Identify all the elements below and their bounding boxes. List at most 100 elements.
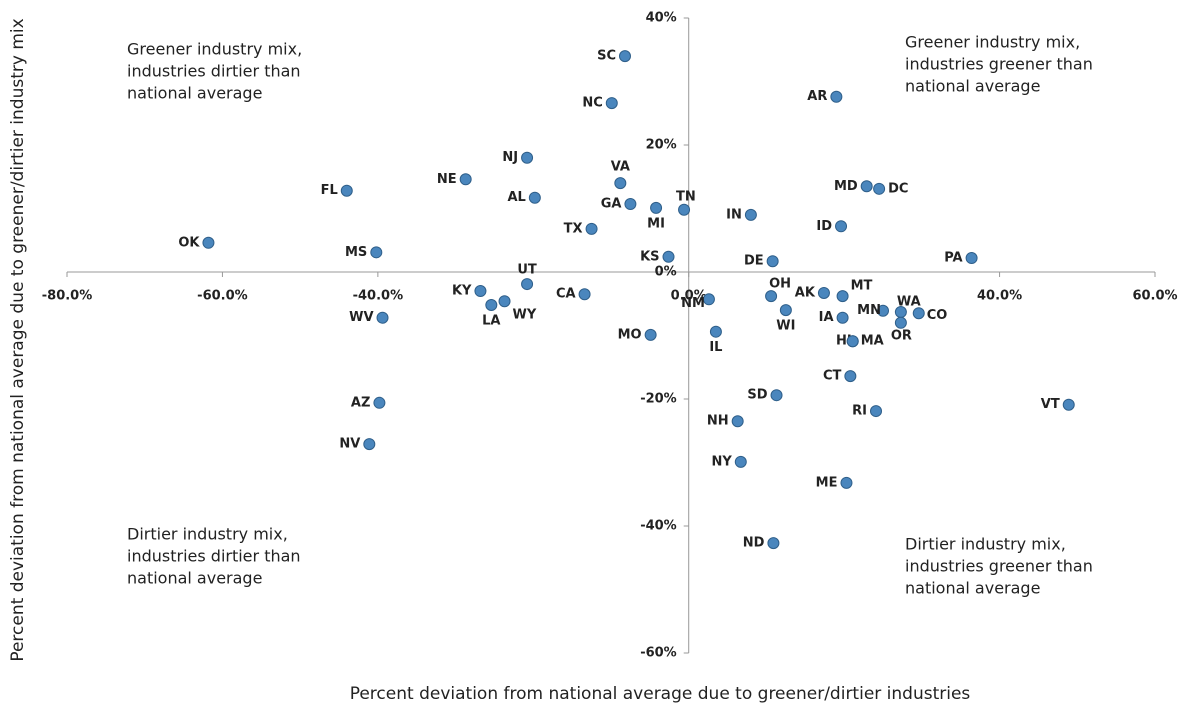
point (860, 180, 873, 193)
point-label: DE (744, 254, 764, 269)
point (521, 278, 534, 291)
point (605, 97, 618, 110)
point-label: WA (897, 295, 921, 310)
point (846, 335, 859, 348)
point-label: AZ (351, 395, 371, 410)
quadrant-note: national average (127, 569, 262, 588)
point (766, 255, 779, 268)
x-axis-label: Percent deviation from national average … (350, 684, 971, 704)
point (485, 299, 498, 312)
x-tick-label: 40.0% (977, 289, 1022, 304)
quadrant-note: Greener industry mix, (127, 40, 302, 59)
point (624, 198, 637, 211)
point (873, 182, 886, 195)
point-label: WI (776, 319, 795, 334)
quadrant-note: industries greener than (905, 55, 1093, 74)
point (731, 415, 744, 428)
point-label: FL (321, 183, 338, 198)
point-label: WV (349, 310, 373, 325)
point (779, 304, 792, 317)
point (678, 203, 691, 216)
point (702, 293, 715, 306)
quadrant-note: industries greener than (905, 557, 1093, 576)
point (1062, 398, 1075, 411)
point (870, 405, 883, 418)
point-label: MD (834, 179, 858, 194)
y-tick-label: 40% (646, 11, 677, 26)
point-label: KS (640, 249, 659, 264)
point (650, 201, 663, 214)
point-label: MS (345, 245, 367, 260)
point-label: IL (709, 340, 722, 355)
x-tick-label: -40.0% (353, 289, 404, 304)
point (614, 177, 627, 190)
point-label: ME (816, 475, 838, 490)
y-axis-label: Percent deviation from national average … (8, 18, 28, 661)
point-label: NJ (502, 150, 518, 165)
quadrant-note: national average (905, 579, 1040, 598)
point-label: HI (836, 334, 852, 349)
point (618, 50, 631, 63)
point-label: DC (888, 181, 908, 196)
point-label: NM (681, 296, 705, 311)
point-label: UT (517, 263, 537, 278)
point-label: NH (707, 414, 729, 429)
point-label: OR (891, 328, 912, 343)
point (459, 173, 472, 186)
point-label: NC (582, 96, 602, 111)
point (373, 396, 386, 409)
x-tick-label: 0.0% (671, 289, 707, 304)
point-label: MI (647, 216, 665, 231)
point-label: PA (944, 251, 962, 266)
point (202, 236, 215, 249)
point-label: GA (601, 197, 622, 212)
point (340, 184, 353, 197)
point (844, 370, 857, 383)
point-label: NV (339, 437, 360, 452)
point (770, 389, 783, 402)
point (894, 316, 907, 329)
point (830, 90, 843, 103)
point-label: AK (795, 285, 816, 300)
point-label: LA (482, 314, 500, 329)
point (528, 191, 541, 204)
point-label: MO (618, 327, 642, 342)
x-tick-label: 60.0% (1132, 289, 1177, 304)
point-label: AL (507, 190, 525, 205)
point-label: MN (857, 303, 881, 318)
point (498, 295, 511, 308)
point (370, 246, 383, 259)
point (965, 252, 978, 265)
point-label: VA (611, 160, 630, 175)
point-label: OK (178, 235, 200, 250)
point (474, 285, 487, 298)
point-label: AR (807, 89, 827, 104)
quadrant-note: industries dirtier than (127, 62, 301, 81)
point-label: CT (823, 369, 842, 384)
point (836, 311, 849, 324)
point-label: CA (556, 287, 576, 302)
y-tick-label: 20% (646, 138, 677, 153)
point (744, 208, 757, 221)
point (376, 311, 389, 324)
point-label: KY (452, 284, 472, 299)
point-label: TN (676, 189, 696, 204)
point-label: NY (711, 454, 732, 469)
quadrant-note: national average (127, 84, 262, 103)
quadrant-note: national average (905, 77, 1040, 96)
point-label: WY (513, 308, 537, 323)
point (836, 290, 849, 303)
point-label: MT (851, 279, 873, 294)
x-tick-label: -80.0% (42, 289, 93, 304)
point-label: TX (564, 221, 583, 236)
point-label: SD (747, 388, 767, 403)
point-label: IA (819, 310, 834, 325)
point (835, 220, 848, 233)
y-tick-label: -40% (640, 519, 677, 534)
quadrant-note: Dirtier industry mix, (127, 525, 288, 544)
point (877, 304, 889, 317)
point-label: SC (597, 49, 616, 64)
point-label: OH (769, 277, 791, 292)
point (709, 325, 722, 338)
